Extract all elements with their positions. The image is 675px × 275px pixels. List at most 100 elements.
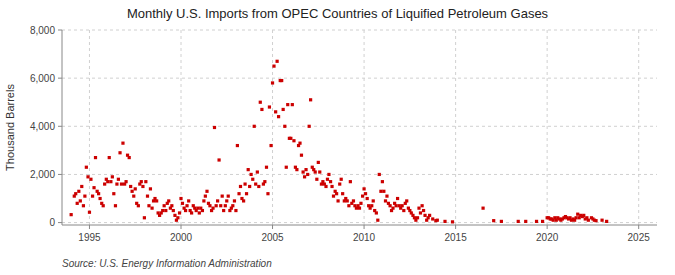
- tick-label: 2015: [444, 232, 467, 243]
- point: [260, 108, 263, 111]
- point: [251, 178, 254, 181]
- point: [217, 158, 220, 161]
- y-axis-line: [62, 30, 63, 225]
- tick: [181, 225, 182, 229]
- point: [436, 219, 439, 222]
- point: [451, 220, 454, 223]
- point: [326, 178, 329, 181]
- point: [517, 220, 520, 223]
- point: [272, 65, 275, 68]
- point: [298, 142, 301, 145]
- point: [381, 180, 384, 183]
- point: [124, 180, 127, 183]
- point: [216, 199, 219, 202]
- point: [280, 79, 283, 82]
- grid-line: [62, 174, 657, 175]
- tick-label: 0: [49, 217, 55, 228]
- point: [594, 219, 597, 222]
- point: [282, 108, 285, 111]
- point: [576, 213, 579, 216]
- point: [574, 216, 577, 219]
- point: [213, 126, 216, 129]
- point: [147, 204, 150, 207]
- point: [314, 170, 317, 173]
- point: [150, 207, 153, 210]
- point: [492, 219, 495, 222]
- point: [198, 211, 201, 214]
- points: [70, 60, 609, 224]
- grid-line: [455, 30, 456, 225]
- point: [161, 209, 164, 212]
- point: [431, 217, 434, 220]
- point: [111, 175, 114, 178]
- point: [172, 209, 175, 212]
- point: [324, 185, 327, 188]
- tick: [58, 174, 62, 175]
- point: [318, 170, 321, 173]
- point: [179, 197, 182, 200]
- point: [419, 211, 422, 214]
- point: [176, 216, 179, 219]
- tick: [364, 225, 365, 229]
- point: [76, 202, 79, 205]
- point: [263, 180, 266, 183]
- point: [358, 207, 361, 210]
- point: [302, 170, 305, 173]
- point: [291, 103, 294, 106]
- point: [332, 195, 335, 198]
- point: [300, 154, 303, 157]
- axis-label: Thousand Barrels: [4, 84, 16, 171]
- point: [269, 144, 272, 147]
- point: [421, 204, 424, 207]
- point: [257, 185, 260, 188]
- tick-label: 2025: [628, 232, 651, 243]
- point: [422, 209, 425, 212]
- point: [141, 185, 144, 188]
- point: [221, 195, 224, 198]
- point: [265, 166, 268, 169]
- point: [247, 168, 250, 171]
- tick-label: 2010: [353, 232, 376, 243]
- point: [327, 173, 330, 176]
- point: [417, 207, 420, 210]
- point: [317, 161, 320, 164]
- point: [277, 115, 280, 118]
- point: [364, 192, 367, 195]
- point: [185, 204, 188, 207]
- point: [306, 173, 309, 176]
- point: [190, 211, 193, 214]
- point: [94, 156, 97, 159]
- point: [102, 204, 105, 207]
- point: [500, 220, 503, 223]
- point: [234, 209, 237, 212]
- point: [359, 202, 362, 205]
- point: [114, 204, 117, 207]
- point: [115, 182, 118, 185]
- point: [266, 192, 269, 195]
- point: [149, 187, 152, 190]
- point: [309, 98, 312, 101]
- point: [276, 60, 279, 63]
- point: [106, 180, 109, 183]
- point: [336, 199, 339, 202]
- point: [347, 204, 350, 207]
- point: [215, 204, 218, 207]
- point: [416, 216, 419, 219]
- point: [285, 166, 288, 169]
- point: [243, 182, 246, 185]
- tick-label: 2005: [261, 232, 284, 243]
- point: [428, 214, 431, 217]
- point: [384, 199, 387, 202]
- point: [605, 220, 608, 223]
- point: [303, 175, 306, 178]
- tick: [455, 225, 456, 229]
- point: [103, 182, 106, 185]
- point: [85, 166, 88, 169]
- point: [137, 204, 140, 207]
- point: [233, 199, 236, 202]
- point: [236, 144, 239, 147]
- point: [155, 199, 158, 202]
- point: [208, 204, 211, 207]
- x-axis-line: [62, 225, 657, 226]
- grid-line: [547, 30, 548, 225]
